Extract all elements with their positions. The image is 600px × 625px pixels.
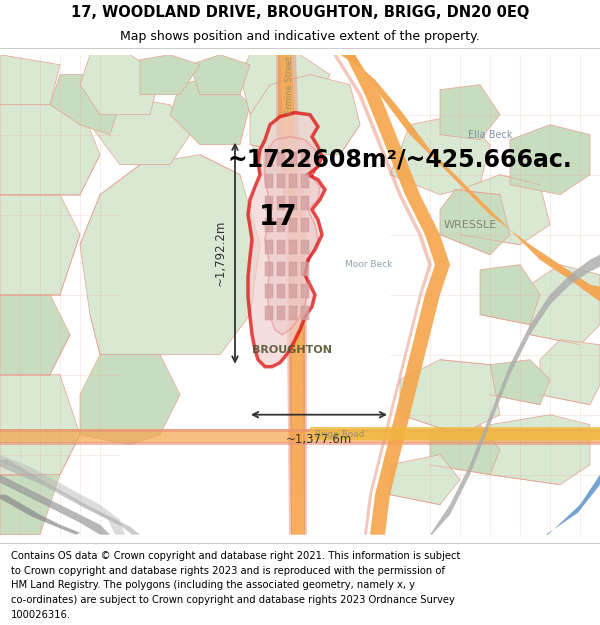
Bar <box>265 262 273 276</box>
Bar <box>301 152 309 166</box>
Polygon shape <box>248 112 325 367</box>
Polygon shape <box>490 415 590 485</box>
Polygon shape <box>480 265 540 325</box>
Bar <box>289 174 297 188</box>
Polygon shape <box>0 54 60 104</box>
Polygon shape <box>276 54 292 534</box>
Polygon shape <box>0 104 100 195</box>
Polygon shape <box>510 125 590 195</box>
Bar <box>301 217 309 232</box>
Text: BROUGHTON: BROUGHTON <box>252 345 332 355</box>
Polygon shape <box>0 460 140 534</box>
Polygon shape <box>278 54 305 534</box>
Polygon shape <box>420 255 600 534</box>
Polygon shape <box>80 154 260 355</box>
Bar <box>289 239 297 254</box>
Polygon shape <box>0 455 125 534</box>
Polygon shape <box>0 294 70 374</box>
Bar <box>301 196 309 210</box>
Polygon shape <box>310 427 600 440</box>
Text: 17: 17 <box>259 202 298 231</box>
Polygon shape <box>50 74 120 134</box>
Bar <box>289 284 297 298</box>
Polygon shape <box>80 54 160 115</box>
Bar <box>277 239 285 254</box>
Bar <box>301 262 309 276</box>
Polygon shape <box>390 115 490 195</box>
Text: HM Land Registry. The polygons (including the associated geometry, namely x, y: HM Land Registry. The polygons (includin… <box>11 580 415 590</box>
Bar <box>277 174 285 188</box>
Polygon shape <box>430 425 500 475</box>
Text: Brigg Road: Brigg Road <box>315 430 365 439</box>
Text: Map shows position and indicative extent of the property.: Map shows position and indicative extent… <box>120 30 480 43</box>
Polygon shape <box>390 455 460 505</box>
Polygon shape <box>335 54 600 302</box>
Bar <box>265 196 273 210</box>
Polygon shape <box>0 475 60 534</box>
Text: Ermine Street: Ermine Street <box>286 56 295 114</box>
Text: to Crown copyright and database rights 2023 and is reproduced with the permissio: to Crown copyright and database rights 2… <box>11 566 445 576</box>
Polygon shape <box>0 495 80 534</box>
Polygon shape <box>292 54 307 534</box>
Bar <box>277 262 285 276</box>
Bar <box>265 217 273 232</box>
Bar <box>0 429 600 442</box>
Polygon shape <box>140 54 200 94</box>
Text: ~1722608m²/~425.666ac.: ~1722608m²/~425.666ac. <box>227 148 572 172</box>
Polygon shape <box>460 174 550 244</box>
Bar <box>265 239 273 254</box>
Bar <box>265 174 273 188</box>
Polygon shape <box>250 104 320 174</box>
Bar <box>301 306 309 319</box>
Polygon shape <box>0 374 80 475</box>
Polygon shape <box>265 137 320 335</box>
Polygon shape <box>170 74 250 144</box>
Polygon shape <box>400 359 500 435</box>
Text: ~1,792.2m: ~1,792.2m <box>214 220 227 286</box>
Text: Ella Beck: Ella Beck <box>468 129 512 139</box>
Polygon shape <box>333 54 432 534</box>
Bar <box>289 196 297 210</box>
Bar <box>289 152 297 166</box>
Bar <box>277 306 285 319</box>
Bar <box>277 196 285 210</box>
Bar <box>265 152 273 166</box>
Polygon shape <box>0 475 110 534</box>
Bar <box>301 284 309 298</box>
Bar <box>289 262 297 276</box>
Polygon shape <box>250 74 360 154</box>
Bar <box>289 306 297 319</box>
Polygon shape <box>335 54 450 534</box>
Polygon shape <box>90 94 190 164</box>
Text: WRESSLE: WRESSLE <box>443 219 497 229</box>
Polygon shape <box>540 340 600 405</box>
Bar <box>301 239 309 254</box>
Bar <box>277 152 285 166</box>
Bar <box>0 429 600 432</box>
Polygon shape <box>490 359 550 405</box>
Text: Moor Beck: Moor Beck <box>345 260 392 269</box>
Polygon shape <box>240 54 330 115</box>
Bar <box>265 306 273 319</box>
Bar <box>289 217 297 232</box>
Polygon shape <box>530 265 600 345</box>
Polygon shape <box>80 355 180 445</box>
Bar <box>277 284 285 298</box>
Polygon shape <box>335 54 600 302</box>
Text: Contains OS data © Crown copyright and database right 2021. This information is : Contains OS data © Crown copyright and d… <box>11 551 460 561</box>
Text: 100026316.: 100026316. <box>11 610 71 620</box>
Bar <box>301 174 309 188</box>
Polygon shape <box>0 195 80 294</box>
Polygon shape <box>190 54 250 94</box>
Text: co-ordinates) are subject to Crown copyright and database rights 2023 Ordnance S: co-ordinates) are subject to Crown copyr… <box>11 595 455 605</box>
Polygon shape <box>440 84 500 139</box>
Polygon shape <box>540 475 600 534</box>
Bar <box>277 217 285 232</box>
Bar <box>265 284 273 298</box>
Text: ~1,377.6m: ~1,377.6m <box>286 432 352 446</box>
Polygon shape <box>440 190 510 255</box>
Text: 17, WOODLAND DRIVE, BROUGHTON, BRIGG, DN20 0EQ: 17, WOODLAND DRIVE, BROUGHTON, BRIGG, DN… <box>71 4 529 19</box>
Bar <box>0 442 600 445</box>
